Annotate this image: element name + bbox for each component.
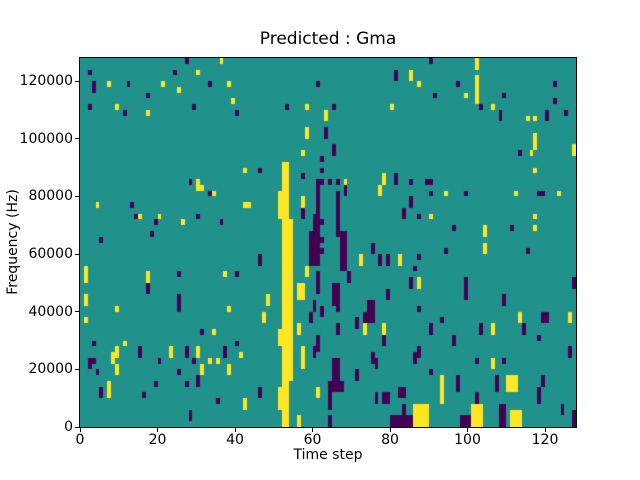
chart-title: Predicted : Gma (259, 29, 397, 49)
x-tick-label: 80 (381, 432, 399, 448)
x-tick-label: 40 (226, 432, 244, 448)
x-tick-mark (234, 428, 236, 432)
y-tick-label: 0 (64, 419, 73, 435)
y-tick-label: 20000 (28, 361, 73, 378)
x-tick-label: 120 (531, 432, 559, 448)
x-tick-mark (157, 428, 158, 432)
heatmap-canvas (80, 58, 576, 427)
y-tick-mark (75, 426, 79, 428)
axes-frame (79, 57, 577, 428)
y-tick-mark (75, 311, 79, 313)
x-tick-mark (467, 428, 468, 432)
y-tick-label: 100000 (19, 130, 73, 147)
y-tick-mark (75, 195, 79, 197)
x-tick-label: 0 (75, 432, 85, 448)
y-tick-label: 60000 (28, 246, 73, 263)
x-tick-mark (544, 428, 546, 432)
y-axis-label: Frequency (Hz) (5, 189, 21, 295)
x-tick-label: 20 (148, 432, 167, 448)
x-tick-label: 100 (454, 432, 481, 448)
x-axis-label: Time step (293, 447, 363, 463)
x-tick-mark (389, 428, 391, 432)
x-tick-label: 60 (303, 432, 322, 448)
y-tick-label: 80000 (28, 188, 73, 205)
y-tick-mark (75, 80, 79, 82)
y-tick-mark (75, 138, 79, 140)
x-tick-mark (79, 428, 81, 432)
x-tick-mark (312, 428, 313, 432)
y-tick-label: 120000 (19, 73, 73, 90)
y-tick-label: 40000 (28, 303, 73, 320)
y-tick-mark (75, 253, 79, 255)
y-tick-mark (75, 368, 79, 370)
